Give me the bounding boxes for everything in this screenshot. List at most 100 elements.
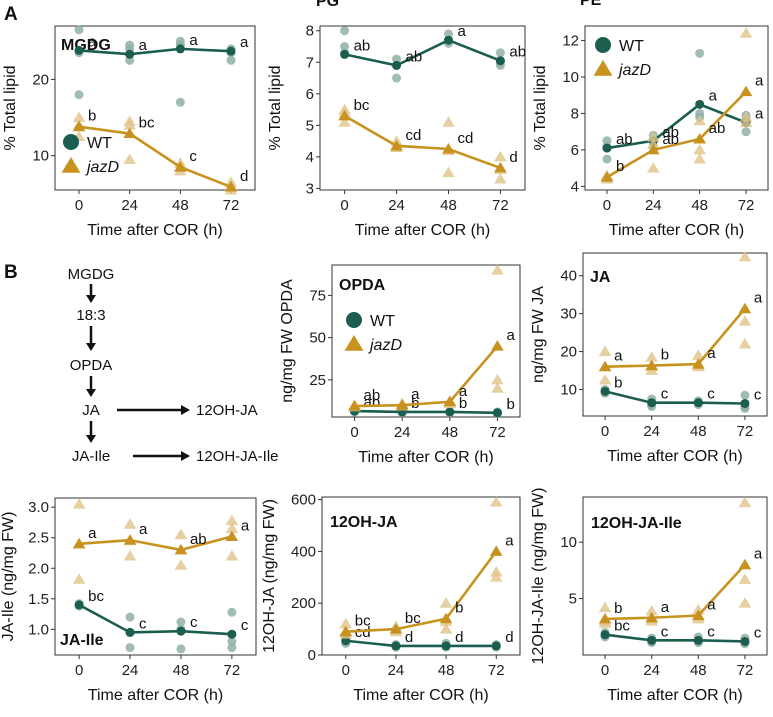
y-tick-label: 3: [306, 180, 314, 197]
replicate-point: [176, 644, 186, 654]
x-tick-label: 48: [172, 197, 189, 214]
y-tick-label: 4: [571, 178, 579, 195]
mean-point: [174, 543, 188, 555]
series-line: [344, 38, 501, 67]
replicate-point: [738, 496, 752, 508]
replicate-point: [491, 264, 504, 275]
pathway-arrows: [86, 284, 190, 461]
mean-point: [74, 45, 84, 55]
legend-wt-marker: [595, 37, 611, 53]
significance-letter: cd: [457, 130, 473, 147]
mean-point: [598, 612, 612, 624]
replicate-point: [176, 617, 186, 627]
chart-pe: 4 6 8 10 12 0 24 48 72 Time after COR (h) % Total …: [532, 0, 769, 239]
mean-point: [491, 641, 501, 651]
x-axis-label: Time after COR (h): [607, 448, 742, 465]
replicate-point: [227, 643, 237, 653]
replicate-point: [175, 97, 185, 107]
legend-wt-label: WT: [87, 135, 112, 152]
mean-point: [445, 407, 455, 417]
y-tick-label: 200: [291, 595, 316, 612]
y-tick-label: 7: [306, 54, 314, 71]
mean-point: [348, 400, 361, 411]
y-tick-label: 1.5: [28, 591, 49, 608]
legend-jazd-marker: [61, 157, 81, 173]
chart-title: JA: [590, 269, 611, 286]
significance-letter: a: [139, 521, 148, 538]
series-wt: bc c c c: [600, 618, 762, 649]
x-axis-label: Time after COR (h): [607, 687, 742, 704]
y-tick-label: 30: [560, 306, 577, 323]
significance-letter: bc: [139, 115, 155, 132]
series-wt: ab ab a ab: [340, 23, 526, 83]
replicate-point: [602, 154, 612, 164]
series-jazd: bc bc b a: [339, 496, 514, 639]
mean-point: [647, 143, 660, 155]
replicate-point: [339, 617, 353, 629]
replicate-point: [72, 498, 86, 509]
chart-title: JA-Ile: [60, 632, 104, 649]
chart-title: PE: [580, 0, 602, 9]
series-line: [604, 390, 745, 405]
mean-point: [598, 360, 612, 372]
panel-b-label: B: [4, 262, 18, 283]
x-tick-label: 0: [603, 197, 611, 214]
series-wt: ab b b b: [350, 394, 515, 419]
significance-letter: a: [240, 34, 249, 51]
y-tick-label: 10: [562, 69, 579, 86]
replicate-point: [647, 131, 660, 142]
significance-letter: b: [455, 600, 463, 617]
significance-letter: a: [709, 87, 718, 104]
y-tick-label: 2.5: [28, 530, 49, 547]
mean-point: [443, 395, 457, 407]
chart-title: MGDG: [61, 37, 111, 54]
y-axis-label: JA-Ile (ng/mg FW): [0, 512, 17, 642]
y-tick-label: 600: [291, 492, 316, 509]
series-line: [343, 114, 501, 170]
arrowhead-icon: [86, 343, 96, 351]
y-tick-label: 25: [309, 372, 326, 389]
replicate-point: [695, 48, 705, 58]
legend-wt-label: WT: [370, 313, 395, 330]
mean-point: [738, 302, 752, 314]
mean-point: [489, 545, 503, 556]
chart-title: OPDA: [339, 277, 386, 294]
significance-letter: b: [616, 158, 624, 175]
x-tick-label: 0: [342, 662, 350, 679]
y-tick-label: 4: [306, 149, 314, 166]
replicate-point: [693, 153, 706, 164]
mean-point: [647, 635, 657, 645]
replicate-point: [598, 373, 612, 385]
replicate-point: [442, 116, 455, 127]
series-jazd: b a a a: [598, 496, 763, 628]
y-tick-label: 0: [308, 647, 316, 664]
y-axis-label: 12OH-JA-Ile (ng/mg FW): [530, 488, 547, 665]
mean-point: [693, 635, 703, 645]
mean-point: [439, 612, 453, 624]
legend: WT jazD: [61, 134, 119, 176]
replicate-point: [439, 597, 453, 608]
mean-point: [338, 109, 351, 121]
x-tick-label: 24: [388, 662, 405, 679]
x-tick-label: 48: [690, 662, 707, 679]
replicate-point: [738, 573, 752, 584]
x-axis-label: Time after COR (h): [88, 687, 223, 704]
mean-point: [176, 626, 186, 636]
significance-letter: c: [754, 624, 762, 641]
replicate-point: [225, 514, 239, 526]
plot-frame: [331, 264, 521, 418]
mean-point: [72, 537, 86, 549]
significance-letter: a: [139, 37, 148, 54]
y-tick-label: 10: [560, 534, 577, 551]
significance-letter: c: [139, 615, 147, 632]
replicate-point: [693, 143, 706, 155]
series-line: [606, 90, 747, 179]
series-jazd: b bc c d: [72, 108, 248, 195]
replicate-point: [491, 373, 504, 385]
significance-letter: bc: [405, 610, 421, 627]
y-axis-label: ng/mg FW OPDA: [279, 279, 296, 403]
mean-point: [389, 623, 403, 634]
